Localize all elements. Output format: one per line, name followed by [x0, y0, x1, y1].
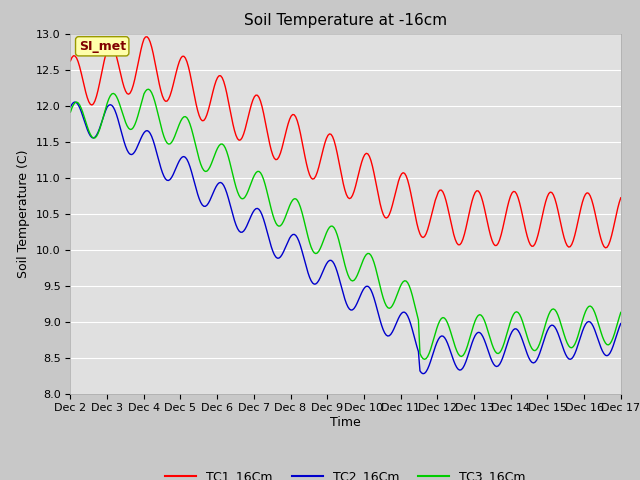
- TC3_16Cm: [260, 177, 268, 182]
- Line: TC2_16Cm: TC2_16Cm: [70, 102, 621, 374]
- TC2_16Cm: [250, 207, 258, 213]
- TC2_16Cm: [589, 324, 597, 329]
- TC1_16Cm: [143, 34, 151, 40]
- TC3_16Cm: [308, 248, 316, 253]
- X-axis label: Time: Time: [330, 416, 361, 429]
- Line: TC3_16Cm: TC3_16Cm: [70, 89, 621, 360]
- TC2_16Cm: [67, 104, 74, 110]
- TC2_16Cm: [419, 371, 427, 377]
- Legend: TC1_16Cm, TC2_16Cm, TC3_16Cm: TC1_16Cm, TC2_16Cm, TC3_16Cm: [160, 465, 531, 480]
- TC3_16Cm: [617, 310, 625, 315]
- TC3_16Cm: [134, 113, 141, 119]
- Line: TC1_16Cm: TC1_16Cm: [70, 37, 621, 248]
- TC1_16Cm: [308, 176, 316, 182]
- TC3_16Cm: [250, 172, 258, 178]
- TC2_16Cm: [136, 139, 143, 145]
- TC1_16Cm: [588, 197, 595, 203]
- Y-axis label: Soil Temperature (C): Soil Temperature (C): [17, 149, 30, 278]
- TC1_16Cm: [67, 58, 74, 64]
- TC2_16Cm: [308, 280, 316, 286]
- TC3_16Cm: [420, 357, 428, 362]
- TC2_16Cm: [71, 99, 79, 105]
- TC1_16Cm: [250, 94, 258, 100]
- TC3_16Cm: [589, 306, 597, 312]
- TC1_16Cm: [260, 110, 268, 116]
- Text: SI_met: SI_met: [79, 40, 126, 53]
- TC1_16Cm: [602, 245, 609, 251]
- TC3_16Cm: [232, 184, 240, 190]
- TC1_16Cm: [232, 132, 240, 138]
- TC3_16Cm: [67, 109, 74, 115]
- TC2_16Cm: [260, 216, 268, 222]
- TC1_16Cm: [617, 195, 625, 201]
- TC1_16Cm: [134, 61, 141, 67]
- TC2_16Cm: [617, 321, 625, 326]
- TC2_16Cm: [232, 222, 240, 228]
- TC3_16Cm: [145, 86, 152, 92]
- Title: Soil Temperature at -16cm: Soil Temperature at -16cm: [244, 13, 447, 28]
